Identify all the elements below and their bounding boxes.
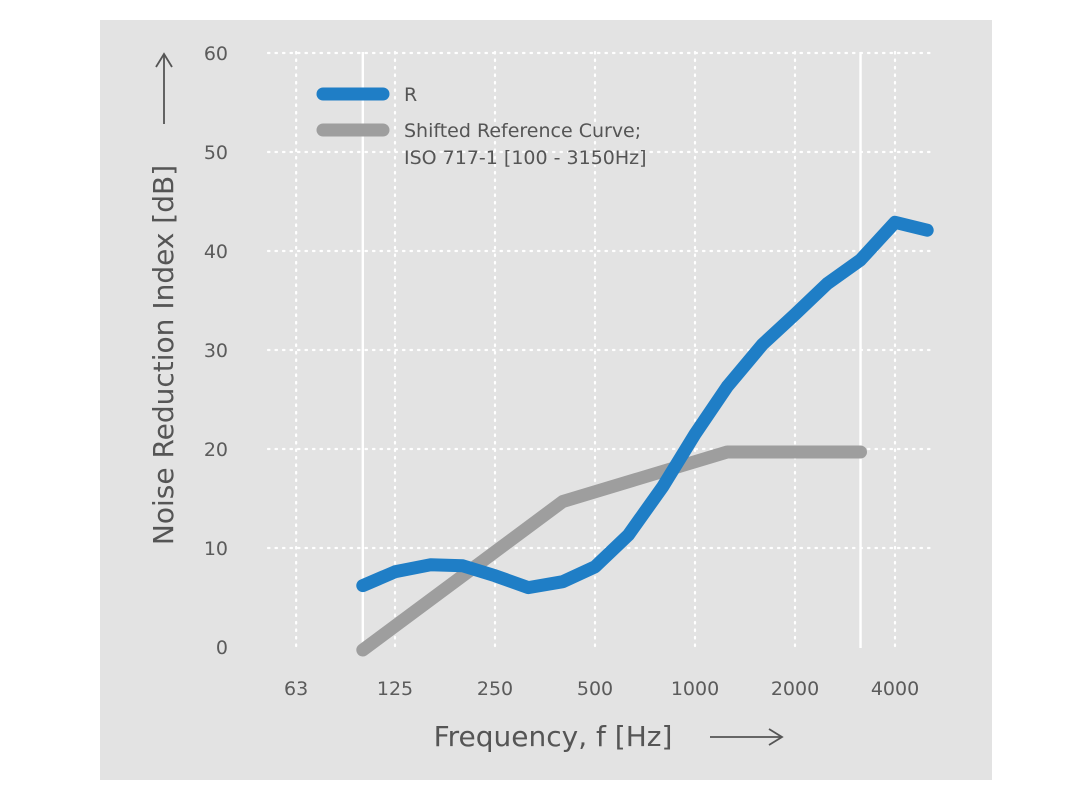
y-axis-arrow-icon (155, 52, 173, 124)
y-tick-20: 20 (204, 439, 228, 461)
series-lines (356, 215, 934, 657)
chart-background (100, 20, 992, 780)
series-reference-line (356, 445, 867, 657)
x-tick-4000: 4000 (871, 678, 919, 700)
y-tick-0: 0 (216, 637, 228, 659)
y-tick-40: 40 (204, 241, 228, 263)
y-tick-labels: 0 10 20 30 40 50 60 (204, 43, 228, 659)
y-tick-60: 60 (204, 43, 228, 65)
x-tick-2000: 2000 (771, 678, 819, 700)
legend: R Shifted Reference Curve; ISO 717-1 [100 … (316, 84, 647, 169)
x-tick-63: 63 (284, 678, 308, 700)
x-axis-arrow-icon (710, 728, 784, 746)
x-axis-title: Frequency, f [Hz] (434, 720, 673, 753)
grid (266, 50, 937, 652)
y-tick-30: 30 (204, 340, 228, 362)
legend-reference-label-1: Shifted Reference Curve; (404, 120, 641, 142)
series-r-line (356, 215, 934, 595)
x-tick-125: 125 (377, 678, 413, 700)
y-tick-50: 50 (204, 142, 228, 164)
x-tick-labels: 63 125 250 500 1000 2000 4000 (284, 678, 919, 700)
y-tick-10: 10 (204, 538, 228, 560)
x-tick-1000: 1000 (671, 678, 719, 700)
band-limit-lines (361, 52, 862, 648)
legend-r-label-1: R (404, 84, 417, 106)
x-tick-500: 500 (577, 678, 613, 700)
x-tick-250: 250 (477, 678, 513, 700)
y-axis-title: Noise Reduction Index [dB] (147, 165, 180, 545)
legend-reference-label-2: ISO 717-1 [100 - 3150Hz] (404, 147, 647, 169)
